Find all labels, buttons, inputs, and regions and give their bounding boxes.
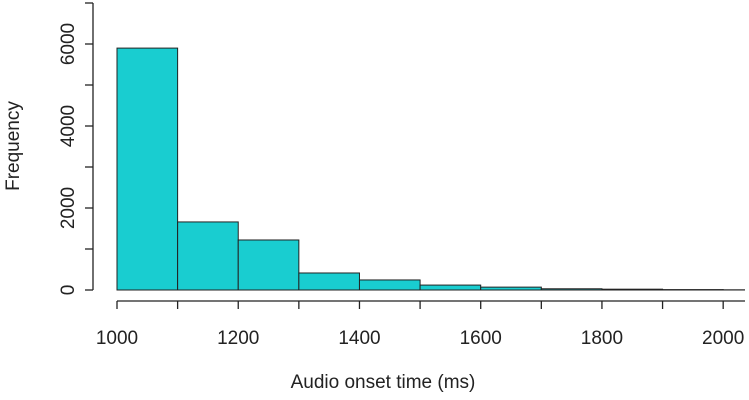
bar bbox=[116, 47, 179, 291]
x-tick-label: 1000 bbox=[96, 328, 138, 349]
bar bbox=[177, 221, 239, 291]
y-tick-label: 2000 bbox=[58, 187, 79, 229]
y-tick-label: 4000 bbox=[58, 105, 79, 147]
x-axis-label: Audio onset time (ms) bbox=[291, 372, 476, 393]
bar bbox=[419, 284, 482, 291]
x-tick-label: 1200 bbox=[217, 328, 259, 349]
y-axis-label: Frequency bbox=[3, 101, 24, 191]
x-tick-label: 1400 bbox=[338, 328, 380, 349]
bar bbox=[298, 272, 360, 291]
bars bbox=[116, 47, 745, 291]
y-tick-label: 0 bbox=[58, 285, 79, 296]
y-tick-label: 6000 bbox=[58, 23, 79, 65]
bar bbox=[540, 288, 603, 291]
x-tick-label: 2000 bbox=[702, 328, 744, 349]
bar bbox=[480, 286, 542, 291]
bar bbox=[601, 288, 664, 291]
bar bbox=[358, 279, 421, 291]
x-tick-label: 1800 bbox=[581, 328, 623, 349]
x-tick-label: 1600 bbox=[460, 328, 502, 349]
bar bbox=[237, 239, 300, 291]
